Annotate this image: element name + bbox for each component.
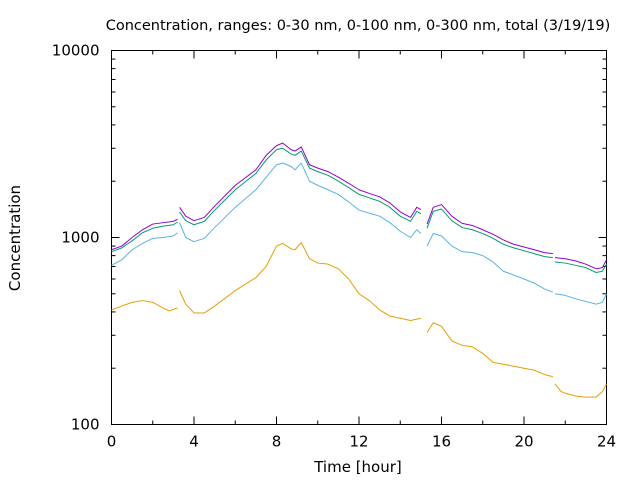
series-0-segment-2 xyxy=(426,322,554,378)
series-2-segment-2 xyxy=(426,208,553,259)
x-tick-label: 0 xyxy=(107,433,117,451)
series-0-segment-3 xyxy=(554,383,607,398)
ticks-layer: 0 4 8 12 16 20 24 100 1000 10000 xyxy=(52,42,616,451)
series-3-segment-3 xyxy=(554,257,607,270)
series-1-segment-1 xyxy=(179,162,422,243)
series-1-segment-2 xyxy=(426,233,554,293)
y-axis-label: Concentration xyxy=(6,185,24,291)
y-tick-label: 1000 xyxy=(61,229,99,247)
x-tick-label: 24 xyxy=(597,433,616,451)
x-tick-label: 20 xyxy=(514,433,533,451)
series-0-segment-0 xyxy=(111,300,178,312)
x-tick-label: 16 xyxy=(432,433,451,451)
series-3-segment-2 xyxy=(426,204,553,255)
series-2-segment-1 xyxy=(179,147,422,226)
x-tick-label: 8 xyxy=(272,433,282,451)
x-tick-label: 12 xyxy=(349,433,368,451)
chart-title: Concentration, ranges: 0-30 nm, 0-100 nm… xyxy=(106,18,611,34)
series-3-segment-0 xyxy=(111,218,178,251)
series-0-segment-1 xyxy=(179,242,421,321)
series-2-segment-0 xyxy=(111,221,178,253)
x-tick-label: 4 xyxy=(189,433,199,451)
series-3-segment-1 xyxy=(179,142,422,222)
series-1-segment-0 xyxy=(111,232,178,266)
series-1-segment-3 xyxy=(554,293,607,305)
series-layer xyxy=(111,142,607,398)
y-tick-label: 10000 xyxy=(52,42,100,60)
series-2-segment-3 xyxy=(554,261,607,273)
x-axis-label: Time [hour] xyxy=(313,458,402,476)
y-tick-label: 100 xyxy=(71,416,100,434)
